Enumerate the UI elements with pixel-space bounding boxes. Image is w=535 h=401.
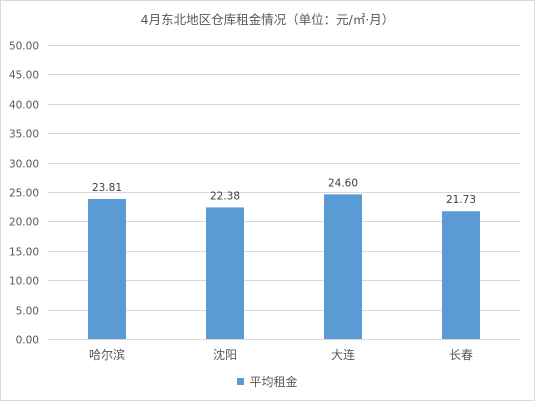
data-labels: 23.81 22.38 24.60 21.73 — [92, 177, 476, 206]
chart-title: 4月东北地区仓库租金情况（单位：元/㎡·月） — [140, 12, 395, 27]
y-tick-label: 5.00 — [16, 306, 39, 318]
legend-swatch — [237, 378, 245, 385]
y-tick-label: 15.00 — [9, 247, 39, 259]
category-label: 长春 — [449, 348, 473, 362]
data-label: 22.38 — [210, 190, 240, 202]
y-tick-label: 10.00 — [9, 276, 39, 288]
category-label: 大连 — [331, 347, 355, 362]
category-label: 哈尔滨 — [89, 347, 125, 362]
legend: 平均租金 — [1, 373, 534, 390]
bar-长春 — [442, 211, 480, 339]
bar-哈尔滨 — [88, 198, 126, 339]
data-label: 24.60 — [328, 177, 358, 189]
bar-沈阳 — [206, 207, 244, 339]
y-tick-label: 40.00 — [9, 100, 39, 112]
y-tick-label: 25.00 — [9, 188, 39, 200]
legend-label: 平均租金 — [249, 375, 298, 389]
category-label: 沈阳 — [213, 347, 237, 362]
data-label: 21.73 — [446, 194, 476, 206]
y-tick-label: 30.00 — [9, 159, 39, 171]
y-tick-label: 45.00 — [9, 70, 39, 82]
y-tick-label: 20.00 — [9, 217, 39, 229]
gridlines — [48, 45, 520, 340]
y-tick-label: 35.00 — [9, 129, 39, 141]
x-axis-category-labels: 哈尔滨 沈阳 大连 长春 — [89, 347, 473, 362]
bar-大连 — [324, 194, 362, 339]
y-axis-tick-labels: 0.00 5.00 10.00 15.00 20.00 25.00 30.00 35.00 40… — [9, 41, 39, 347]
bars — [88, 194, 480, 339]
y-tick-label: 0.00 — [16, 335, 39, 347]
y-tick-label: 50.00 — [9, 41, 39, 53]
data-label: 23.81 — [92, 182, 122, 194]
